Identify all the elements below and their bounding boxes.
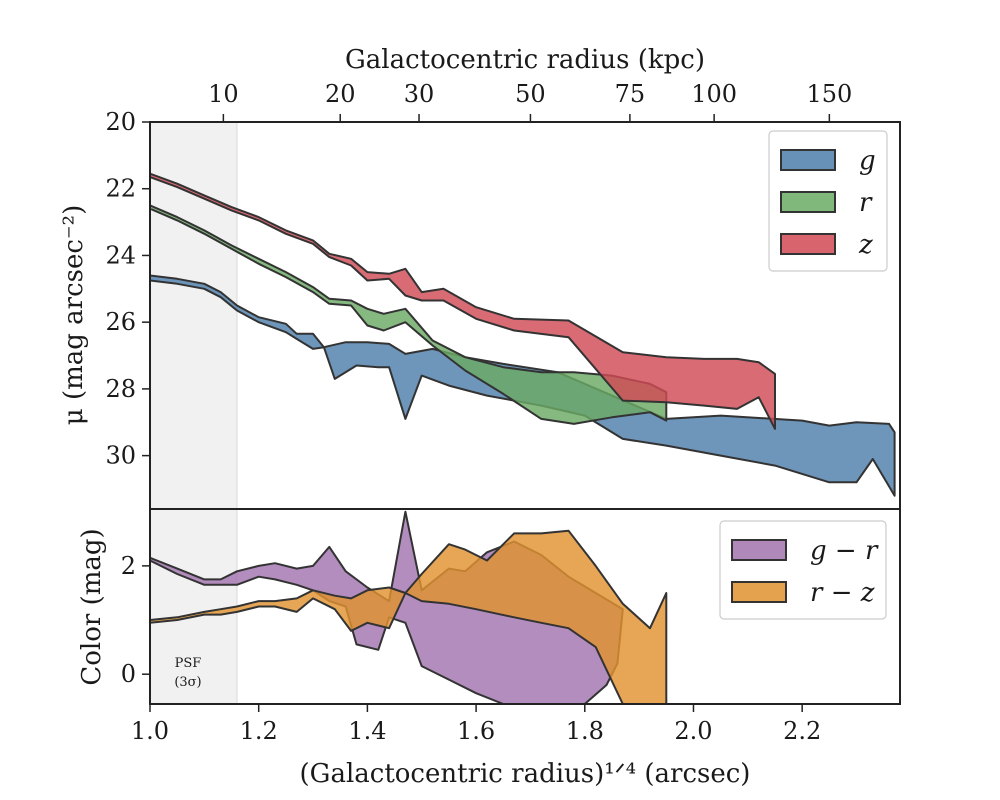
y-tick-label-26: 26 [105, 308, 136, 336]
band-r-z [150, 529, 668, 704]
legend-swatch-z [780, 233, 836, 255]
x-axis-title: (Galactocentric radius)¹ᐟ⁴ (arcsec) [300, 759, 751, 789]
y-tick-label-22: 22 [105, 175, 136, 203]
x-tick-label-2-0: 2.0 [674, 717, 712, 745]
psf-shade-region [149, 121, 238, 510]
y-tick-label-20: 20 [105, 108, 136, 136]
top-tick-label-30: 30 [404, 80, 435, 108]
surface-brightness-panel: 20 22 24 26 28 30 10 20 30 50 75 100 150 Galactocen… [59, 45, 901, 510]
top-tick-label-100: 100 [691, 80, 737, 108]
y-axis-ticks-top: 20 22 24 26 28 30 [105, 108, 150, 470]
legend-label-z: z [858, 230, 873, 260]
legend-label-g-r: g − r [810, 536, 879, 566]
color-panel: 02 1.0 1.2 1.4 1.6 1.8 2.0 2.2 PSF (3σ) Color … [77, 508, 901, 789]
color-bands [150, 510, 668, 704]
y-tick-label-30: 30 [105, 442, 136, 470]
y-tick-label-28: 28 [105, 375, 136, 403]
x-tick-label-1-0: 1.0 [131, 717, 169, 745]
color-y-tick-label-2: 2 [121, 552, 136, 580]
top-tick-label-50: 50 [515, 80, 546, 108]
y-tick-label-24: 24 [105, 241, 136, 269]
x-tick-label-1-4: 1.4 [348, 717, 386, 745]
x-tick-label-2-2: 2.2 [783, 717, 821, 745]
legend-swatch-r [780, 191, 836, 213]
top-axis-ticks: 10 20 30 50 75 100 150 [208, 80, 852, 122]
legend-swatch-r-z [731, 581, 787, 603]
top-tick-label-150: 150 [806, 80, 852, 108]
plot-frame-bottom [149, 508, 901, 705]
legend-label-r-z: r − z [810, 578, 875, 608]
legend-swatch-g-r [731, 539, 787, 561]
psf-label-line1: PSF [175, 656, 202, 671]
top-tick-label-10: 10 [208, 80, 239, 108]
legend-bottom: g − r r − z [719, 520, 887, 620]
y-axis-ticks-bottom: 02 [121, 552, 150, 688]
top-tick-label-20: 20 [325, 80, 356, 108]
top-axis-title: Galactocentric radius (kpc) [345, 45, 705, 75]
top-tick-label-75: 75 [615, 80, 646, 108]
psf-label-line2: (3σ) [174, 675, 201, 690]
legend-label-r: r [859, 188, 873, 218]
x-axis-ticks: 1.0 1.2 1.4 1.6 1.8 2.0 2.2 [131, 704, 821, 745]
band-r [150, 204, 668, 425]
legend-swatch-g [780, 149, 836, 171]
legend-label-g: g [859, 146, 876, 176]
y-axis-title-bottom: Color (mag) [77, 528, 107, 685]
x-tick-label-1-6: 1.6 [457, 717, 495, 745]
y-axis-title-top: μ (mag arcsec⁻²) [59, 205, 89, 425]
color-y-tick-label-0: 0 [121, 660, 136, 688]
x-tick-label-1-2: 1.2 [240, 717, 278, 745]
band-z [150, 172, 776, 430]
x-tick-label-1-8: 1.8 [566, 717, 604, 745]
legend-top: grz [768, 130, 888, 272]
surface-brightness-bands [150, 172, 896, 497]
